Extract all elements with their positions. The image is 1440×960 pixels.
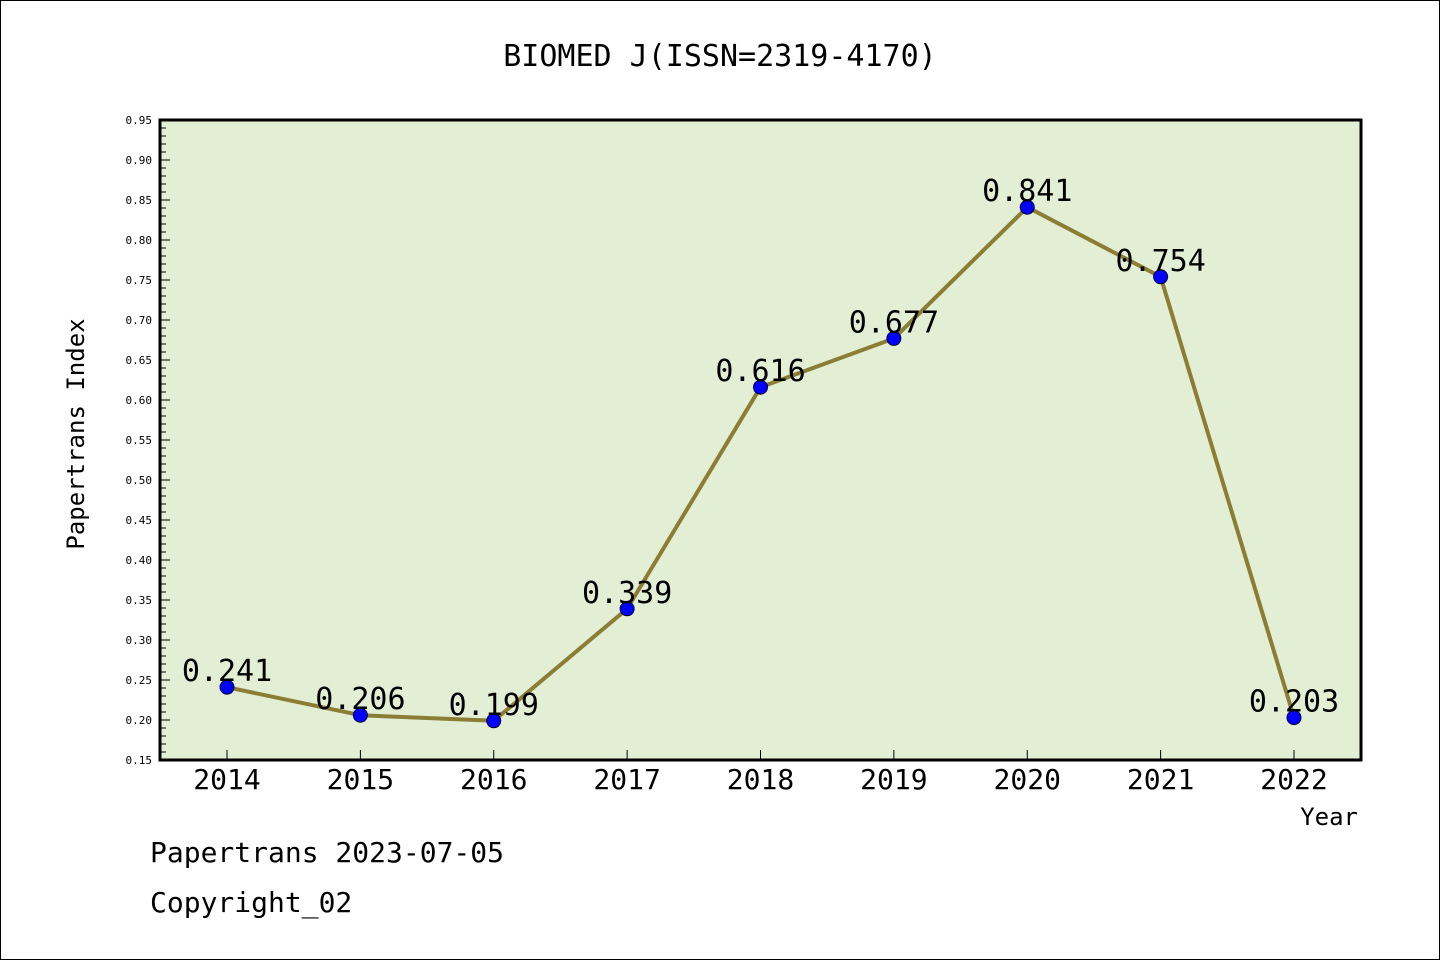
y-tick-label: 0.90: [126, 154, 153, 167]
plot-border: [158, 118, 1363, 762]
plot-area: 0.15 0.20 0.25 0.30 0.35 0.40 0.45 0.50 0.55 0.60…: [126, 114, 1363, 796]
y-tick-label: 0.40: [126, 554, 153, 567]
y-tick-label: 0.35: [126, 594, 153, 607]
data-label: 0.677: [849, 305, 939, 340]
y-tick-label: 0.80: [126, 234, 153, 247]
data-label: 0.616: [715, 354, 805, 389]
x-tick-label: 2017: [593, 763, 660, 796]
y-tick-label: 0.30: [126, 634, 153, 647]
footer-date-text: Papertrans 2023-07-05: [150, 836, 505, 869]
data-point-marker: [219, 679, 235, 695]
y-axis-label: Papertrans Index: [62, 318, 90, 549]
data-label: 0.206: [315, 682, 405, 717]
x-tick-label: 2014: [193, 763, 260, 796]
data-point-marker: [1019, 199, 1035, 215]
data-point-marker: [886, 330, 902, 346]
data-point-marker: [619, 601, 635, 617]
chart-title: BIOMED J(ISSN=2319-4170): [503, 39, 936, 74]
x-tick-label: 2016: [460, 763, 527, 796]
y-tick-label: 0.55: [126, 434, 153, 447]
data-label: 0.203: [1249, 685, 1339, 720]
y-tick-label: 0.75: [126, 274, 153, 287]
x-tick-label: 2022: [1260, 763, 1327, 796]
x-tick-label: 2018: [727, 763, 794, 796]
x-tick-label: 2020: [994, 763, 1061, 796]
x-tick-label: 2021: [1127, 763, 1194, 796]
y-tick-label: 0.60: [126, 394, 153, 407]
data-label: 0.841: [982, 174, 1072, 209]
y-tick-label: 0.50: [126, 474, 153, 487]
footer-copyright-text: Copyright_02: [150, 886, 353, 919]
x-tick-label: 2019: [860, 763, 927, 796]
data-label: 0.241: [182, 654, 272, 689]
data-label: 0.754: [1115, 244, 1205, 279]
y-tick-label: 0.95: [126, 114, 153, 127]
y-tick-label: 0.20: [126, 714, 153, 727]
data-label: 0.199: [449, 688, 539, 723]
y-tick-label: 0.70: [126, 314, 153, 327]
data-point-marker: [486, 713, 502, 729]
x-tick-label: 2015: [327, 763, 394, 796]
data-point-marker: [1286, 710, 1302, 726]
data-point-marker: [1153, 269, 1169, 285]
plot-background: [160, 120, 1361, 760]
y-tick-label: 0.65: [126, 354, 153, 367]
x-axis-label: Year: [1300, 803, 1358, 831]
data-label: 0.339: [582, 576, 672, 611]
y-tick-label: 0.45: [126, 514, 153, 527]
data-point-marker: [753, 379, 768, 395]
data-point-marker: [352, 707, 368, 723]
y-tick-label: 0.25: [126, 674, 153, 687]
y-tick-label: 0.15: [126, 754, 153, 767]
y-tick-label: 0.85: [126, 194, 153, 207]
